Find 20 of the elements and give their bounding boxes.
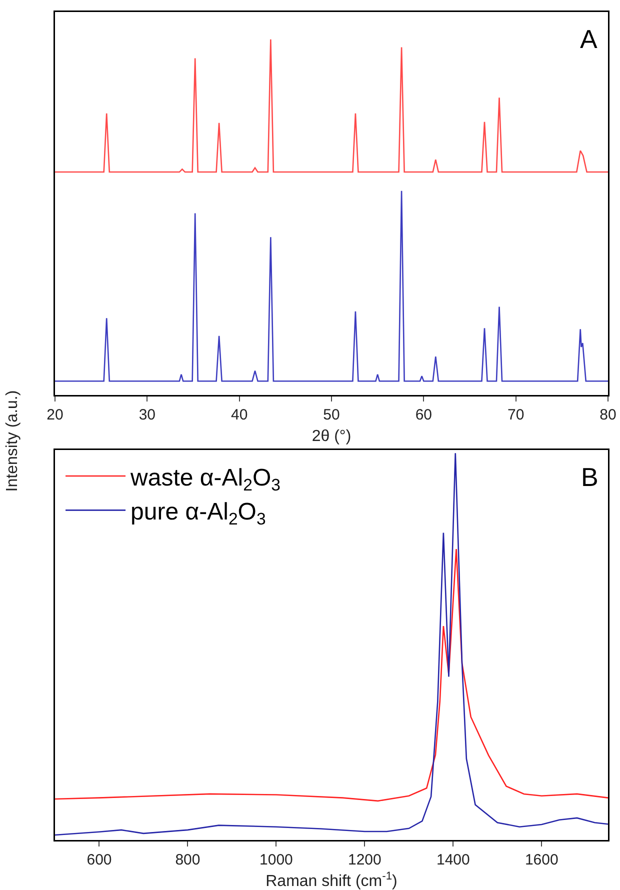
legend-label: waste α-Al$_{2}$O$_{3}$ — [130, 464, 280, 494]
annotation: A — [580, 24, 598, 54]
x-tick-label: 20 — [46, 406, 64, 424]
x-tick-label: 800 — [175, 852, 200, 868]
x-tick-label: 1200 — [348, 852, 382, 868]
x-tick-label: 40 — [230, 406, 248, 424]
x-tick-label: 80 — [600, 406, 616, 424]
x-tick-label: 1400 — [436, 852, 470, 868]
x-tick-label: 70 — [507, 406, 524, 424]
annotation: B — [581, 462, 598, 492]
legend-label: pure α-Al$_{2}$O$_{3}$ — [130, 498, 266, 529]
x-axis-title: 2θ (°) — [312, 428, 352, 445]
x-tick-label: 60 — [415, 406, 432, 424]
x-tick-label: 1600 — [524, 852, 558, 868]
x-tick-label: 30 — [138, 406, 156, 424]
x-tick-label: 600 — [86, 852, 112, 868]
y-axis-title: Intensity (a.u.) — [4, 389, 22, 494]
x-tick-label: 1000 — [260, 852, 293, 868]
x-tick-label: 50 — [323, 406, 340, 424]
x-axis-title: Raman shift (cm$^{-1}$) — [266, 870, 398, 890]
